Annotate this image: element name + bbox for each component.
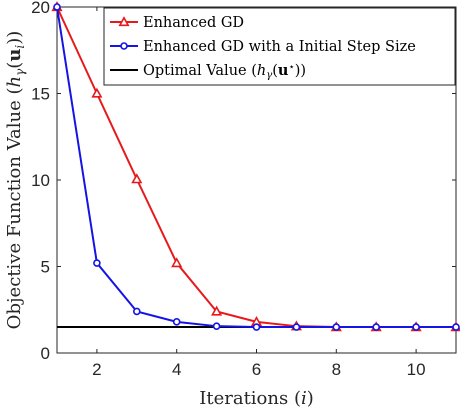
x-tick-label: 10: [407, 360, 426, 379]
legend-key-marker: [118, 16, 130, 27]
y-axis-label: Objective Function Value (hγ(ui)): [4, 31, 27, 330]
data-point: [292, 323, 301, 331]
y-tick-label: 0: [41, 344, 50, 363]
data-point: [171, 257, 183, 268]
data-point: [53, 3, 61, 11]
data-point: [133, 307, 141, 316]
data-point: [212, 322, 221, 330]
legend-keys: [110, 16, 138, 71]
x-tick-label: 8: [332, 360, 341, 379]
x-tick-label: 2: [92, 360, 101, 379]
y-tick-label: 5: [41, 258, 50, 277]
series-1: [53, 3, 460, 331]
y-tick-label: 10: [31, 171, 50, 190]
x-axis-label: Iterations (i): [199, 388, 314, 409]
data-point: [211, 305, 223, 316]
data-point: [452, 323, 460, 331]
legend-box: [103, 7, 456, 86]
y-tick-label: 20: [31, 0, 50, 17]
x-tick-label: 4: [172, 360, 181, 379]
data-point: [332, 323, 341, 331]
legend-entry-enhanced-gd: Enhanced GD: [143, 15, 244, 31]
y-tick-label: 15: [31, 85, 50, 104]
data-point: [93, 259, 101, 267]
x-tick-label: 6: [252, 360, 261, 379]
data-point: [131, 173, 143, 184]
data-point: [91, 87, 103, 98]
legend-entry-optimal-value: Optimal Value (hγ(u⋆)): [143, 62, 306, 81]
data-point: [412, 323, 420, 331]
series-group: [51, 1, 460, 332]
legend: Enhanced GD Enhanced GD with a Initial S…: [103, 7, 456, 86]
data-point: [172, 318, 181, 326]
legend-entry-enhanced-gd-initial-step: Enhanced GD with a Initial Step Size: [143, 39, 416, 55]
data-point: [372, 323, 381, 331]
axis-ticks: 2 4 6 8 10 0 5 10 15 20: [31, 0, 456, 379]
legend-key-marker: [120, 42, 128, 50]
data-point: [252, 323, 261, 331]
